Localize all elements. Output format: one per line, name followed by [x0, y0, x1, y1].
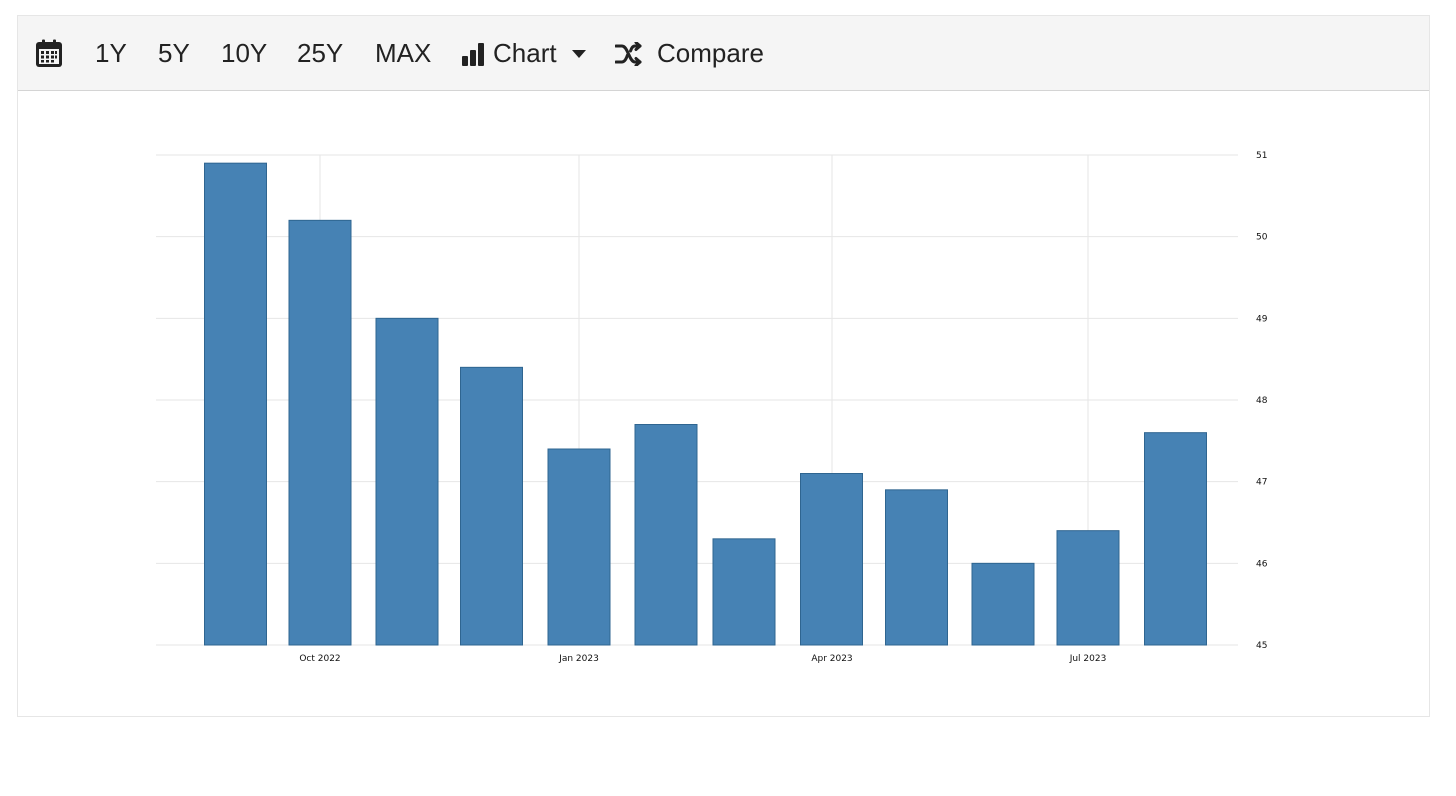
x-tick-label: Oct 2022 — [299, 654, 340, 664]
range-max-button[interactable]: MAX — [375, 38, 432, 68]
caret-down-icon — [571, 49, 587, 59]
y-tick-label: 51 — [1256, 151, 1267, 161]
compare-label: Compare — [657, 38, 764, 68]
bar — [375, 317, 439, 646]
y-tick-label: 45 — [1256, 641, 1267, 651]
x-tick-label: Jul 2023 — [1069, 654, 1107, 664]
x-tick-label: Jan 2023 — [558, 654, 599, 664]
bar-chart-icon — [461, 41, 487, 67]
chart-type-dropdown[interactable]: Chart — [461, 16, 587, 91]
bar-chart: 45 46 47 48 49 50 51 Oct 2022 Jan 2023 Apr 2023 J… — [156, 151, 1268, 664]
calendar-icon — [34, 39, 64, 69]
y-tick-label: 47 — [1256, 478, 1267, 488]
compare-button[interactable]: Compare — [615, 16, 764, 91]
bar — [712, 538, 776, 646]
bar — [634, 424, 698, 646]
range-1y-button[interactable]: 1Y — [95, 38, 127, 68]
calendar-button[interactable] — [34, 16, 64, 91]
y-tick-label: 46 — [1256, 559, 1268, 569]
y-tick-label: 50 — [1256, 233, 1268, 243]
bar — [1056, 530, 1120, 646]
range-10y-button[interactable]: 10Y — [221, 38, 268, 68]
shuffle-icon — [615, 41, 643, 66]
bar — [288, 219, 352, 646]
y-tick-label: 49 — [1256, 314, 1268, 324]
y-axis-ticks: 45 46 47 48 49 50 51 — [1256, 151, 1268, 651]
x-axis-ticks: Oct 2022 Jan 2023 Apr 2023 Jul 2023 — [299, 654, 1106, 664]
bar — [971, 562, 1035, 646]
y-tick-label: 48 — [1256, 396, 1268, 406]
x-tick-label: Apr 2023 — [811, 654, 852, 664]
bar — [1144, 432, 1207, 646]
bar — [800, 473, 863, 646]
bar — [204, 162, 267, 646]
chart-toolbar: 1Y 5Y 10Y 25Y MAX Chart — [18, 16, 1429, 91]
range-25y-button[interactable]: 25Y — [297, 38, 344, 68]
bar — [460, 366, 523, 646]
chart-type-label: Chart — [493, 38, 557, 68]
bar-series — [204, 162, 1207, 646]
bar — [885, 489, 948, 646]
range-5y-button[interactable]: 5Y — [158, 38, 190, 68]
bar — [547, 448, 611, 646]
chart-frame: 1Y 5Y 10Y 25Y MAX Chart — [17, 15, 1430, 717]
